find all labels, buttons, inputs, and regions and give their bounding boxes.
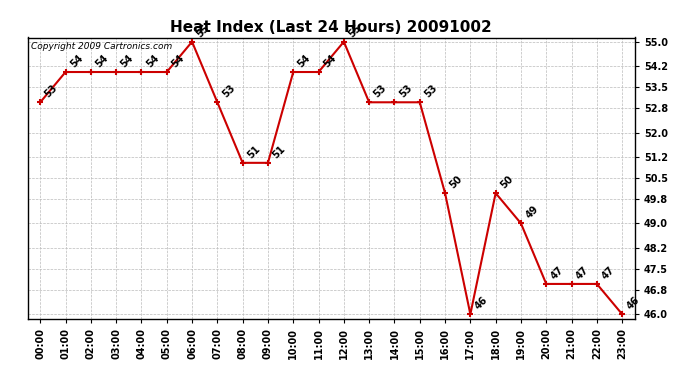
Text: 55: 55	[346, 22, 363, 39]
Text: Copyright 2009 Cartronics.com: Copyright 2009 Cartronics.com	[30, 42, 172, 51]
Text: 53: 53	[372, 83, 388, 99]
Text: 51: 51	[246, 144, 262, 160]
Text: 47: 47	[549, 264, 566, 281]
Text: 54: 54	[296, 53, 313, 69]
Text: 51: 51	[270, 144, 287, 160]
Text: 47: 47	[574, 264, 591, 281]
Text: 46: 46	[473, 295, 490, 311]
Text: 53: 53	[422, 83, 439, 99]
Text: 54: 54	[322, 53, 338, 69]
Text: 54: 54	[68, 53, 85, 69]
Text: 50: 50	[448, 174, 464, 190]
Text: 53: 53	[397, 83, 414, 99]
Text: 54: 54	[94, 53, 110, 69]
Text: 49: 49	[524, 204, 540, 220]
Text: 47: 47	[600, 264, 616, 281]
Text: 53: 53	[220, 83, 237, 99]
Text: 54: 54	[144, 53, 161, 69]
Text: 54: 54	[170, 53, 186, 69]
Text: 54: 54	[119, 53, 135, 69]
Text: 55: 55	[195, 22, 211, 39]
Text: 46: 46	[625, 295, 642, 311]
Title: Heat Index (Last 24 Hours) 20091002: Heat Index (Last 24 Hours) 20091002	[170, 20, 492, 35]
Text: 53: 53	[43, 83, 59, 99]
Text: 50: 50	[498, 174, 515, 190]
